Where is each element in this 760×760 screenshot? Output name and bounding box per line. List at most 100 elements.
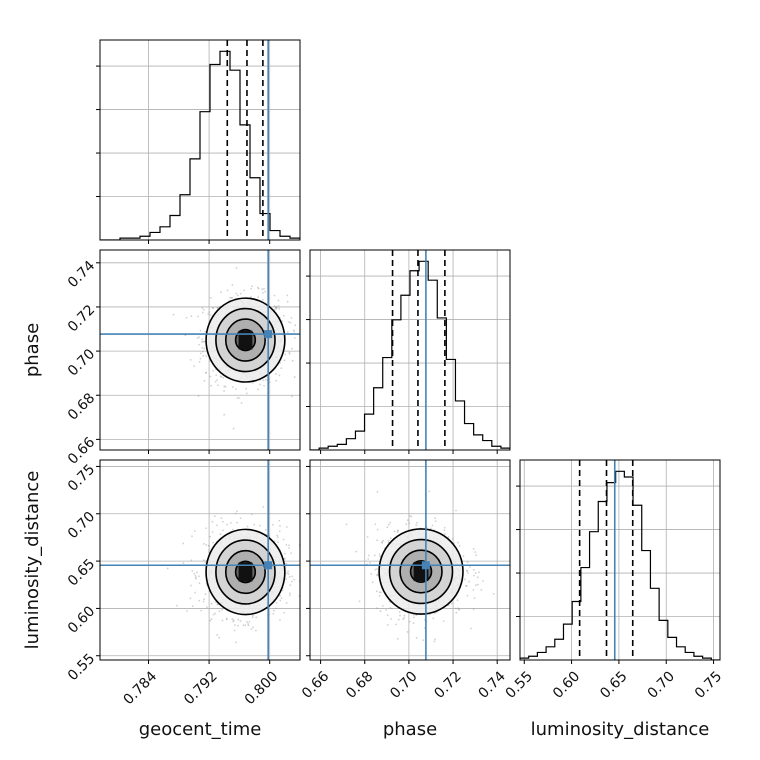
sample-point [473, 568, 475, 571]
sample-point [355, 550, 358, 553]
x-tick-label: 0.792 [181, 668, 221, 708]
sample-point [197, 395, 200, 397]
sample-point [264, 528, 267, 531]
sample-point [290, 317, 293, 319]
sample-point [196, 571, 198, 574]
sample-point [277, 541, 280, 544]
sample-point [286, 331, 289, 333]
sample-point [389, 521, 391, 524]
y-tick-label: 0.72 [65, 302, 98, 335]
x-axis-label: phase [383, 719, 437, 740]
sample-point [203, 598, 206, 601]
sample-point [203, 340, 206, 343]
sample-point [273, 308, 276, 311]
sample-point [200, 609, 203, 612]
sample-point [246, 525, 249, 528]
sample-point [473, 574, 475, 577]
panel-grid-1-0 [96, 250, 300, 454]
sample-point [397, 618, 400, 621]
sample-point [434, 638, 436, 641]
sample-point [291, 395, 293, 398]
sample-point [301, 587, 303, 589]
sample-point [182, 542, 185, 545]
sample-point [458, 608, 461, 611]
sample-point [257, 388, 259, 391]
sample-point [221, 619, 224, 622]
sample-point [273, 305, 276, 307]
sample-point [225, 617, 228, 620]
sample-point [229, 296, 231, 299]
sample-point [235, 292, 238, 295]
sample-point [288, 594, 291, 597]
sample-point [387, 539, 390, 542]
x-axis-label: geocent_time [139, 719, 262, 740]
sample-point [378, 553, 381, 556]
sample-point [275, 306, 278, 308]
x-tick-label: 0.75 [692, 668, 725, 701]
sample-point [457, 541, 460, 544]
sample-point [205, 544, 208, 546]
sample-point [259, 383, 262, 386]
sample-point [389, 537, 392, 540]
sample-point [193, 572, 196, 575]
sample-point [447, 535, 450, 538]
sample-point [223, 389, 225, 392]
sample-point [216, 634, 219, 636]
sample-point [278, 374, 281, 377]
x-tick-label: 0.68 [343, 668, 376, 701]
sample-point [390, 618, 392, 620]
sample-point [218, 636, 221, 639]
sample-point [257, 287, 260, 290]
sample-point [279, 599, 282, 602]
sample-point [226, 523, 228, 526]
sample-point [396, 637, 399, 640]
sample-point [367, 558, 370, 560]
sample-point [451, 537, 454, 540]
sample-point [294, 324, 297, 327]
sample-point [264, 290, 266, 293]
sample-point [257, 296, 260, 299]
sample-point [476, 583, 479, 586]
sample-point [201, 306, 204, 309]
sample-point [412, 622, 415, 625]
sample-point [379, 610, 382, 613]
sample-point [263, 384, 266, 387]
sample-point [195, 576, 197, 579]
sample-point [204, 593, 207, 596]
sample-point [239, 620, 242, 622]
sample-point [277, 304, 280, 307]
sample-point [415, 637, 418, 639]
sample-point [492, 592, 495, 595]
sample-point [235, 267, 238, 269]
truth-marker [421, 561, 430, 570]
sample-point [205, 527, 208, 530]
sample-point [286, 300, 289, 303]
sample-point [185, 316, 188, 319]
sample-point [469, 566, 471, 568]
sample-point [194, 591, 197, 594]
sample-point [234, 512, 237, 515]
sample-point [443, 526, 446, 529]
sample-point [456, 599, 459, 602]
panel-frame-2-1 [309, 459, 511, 661]
sample-point [376, 568, 378, 570]
sample-point [216, 307, 219, 309]
sample-point [224, 385, 227, 388]
sample-point [212, 613, 215, 616]
truth-marker [264, 561, 273, 570]
sample-point [376, 574, 378, 577]
x-tick-label: 0.800 [242, 668, 282, 708]
sample-point [268, 381, 271, 384]
sample-point [217, 384, 219, 387]
sample-point [302, 345, 304, 347]
x-tick-label: 0.66 [299, 668, 332, 701]
sample-point [231, 296, 234, 299]
sample-point [443, 529, 446, 532]
sample-point [431, 524, 434, 527]
sample-point [211, 531, 214, 534]
sample-point [197, 315, 199, 318]
sample-point [216, 603, 219, 606]
sample-point [250, 287, 253, 290]
sample-point [286, 572, 288, 575]
sample-point [246, 621, 248, 623]
